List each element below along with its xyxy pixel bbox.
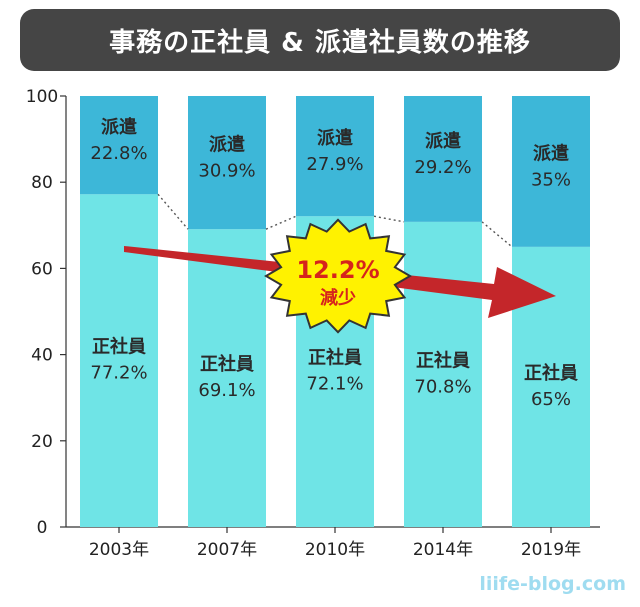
haken-name-2: 派遣 bbox=[317, 127, 353, 149]
x-tick-label-2: 2010年 bbox=[305, 540, 365, 560]
bar-haken-3 bbox=[404, 96, 482, 222]
starburst bbox=[264, 218, 412, 334]
seikin-label-4: 65% bbox=[531, 389, 571, 410]
annotation-caption: 減少 bbox=[320, 287, 356, 309]
y-tick-label-3: 60 bbox=[31, 259, 53, 279]
seikin-name-2: 正社員 bbox=[308, 347, 362, 369]
annotation-value: 12.2% bbox=[296, 256, 379, 284]
haken-label-4: 35% bbox=[531, 169, 571, 190]
seikin-label-2: 72.1% bbox=[306, 374, 363, 395]
seikin-label-0: 77.2% bbox=[90, 363, 147, 384]
haken-label-0: 22.8% bbox=[90, 143, 147, 164]
bar-haken-2 bbox=[296, 96, 374, 217]
haken-label-2: 27.9% bbox=[306, 154, 363, 175]
bar-haken-1 bbox=[188, 96, 266, 230]
haken-name-0: 派遣 bbox=[101, 116, 137, 138]
seikin-name-4: 正社員 bbox=[524, 362, 578, 384]
bar-seikin-0 bbox=[80, 194, 158, 527]
y-tick-label-2: 40 bbox=[31, 346, 53, 366]
bar-haken-0 bbox=[80, 96, 158, 195]
haken-name-4: 派遣 bbox=[533, 142, 569, 164]
seikin-name-0: 正社員 bbox=[92, 336, 146, 358]
watermark: liife-blog.com bbox=[479, 573, 626, 595]
chart-title: 事務の正社員 & 派遣社員数の推移 bbox=[109, 27, 531, 58]
connector-3 bbox=[481, 221, 513, 248]
bar-seikin-3 bbox=[404, 221, 482, 528]
x-tick-label-4: 2019年 bbox=[521, 540, 581, 560]
title-bar: 事務の正社員 & 派遣社員数の推移 bbox=[20, 9, 620, 71]
haken-name-3: 派遣 bbox=[425, 130, 461, 152]
seikin-name-1: 正社員 bbox=[200, 353, 254, 375]
trend-arrow bbox=[124, 246, 556, 318]
x-tick-label-3: 2014年 bbox=[413, 540, 473, 560]
haken-label-1: 30.9% bbox=[198, 161, 255, 182]
connector-2 bbox=[373, 215, 405, 223]
haken-name-1: 派遣 bbox=[209, 134, 245, 156]
seikin-label-1: 69.1% bbox=[198, 380, 255, 401]
y-tick-label-4: 80 bbox=[31, 173, 53, 193]
connector-1 bbox=[265, 215, 297, 230]
y-tick-label-1: 20 bbox=[31, 432, 53, 452]
y-tick-label-0: 0 bbox=[37, 518, 48, 538]
bar-haken-4 bbox=[512, 96, 590, 247]
y-tick-label-5: 100 bbox=[26, 87, 58, 107]
seikin-name-3: 正社員 bbox=[416, 349, 470, 371]
connector-0 bbox=[157, 193, 189, 230]
x-tick-label-1: 2007年 bbox=[197, 540, 257, 560]
seikin-label-3: 70.8% bbox=[414, 376, 471, 397]
x-tick-label-0: 2003年 bbox=[89, 540, 149, 560]
bar-seikin-1 bbox=[188, 229, 266, 527]
haken-label-3: 29.2% bbox=[414, 157, 471, 178]
